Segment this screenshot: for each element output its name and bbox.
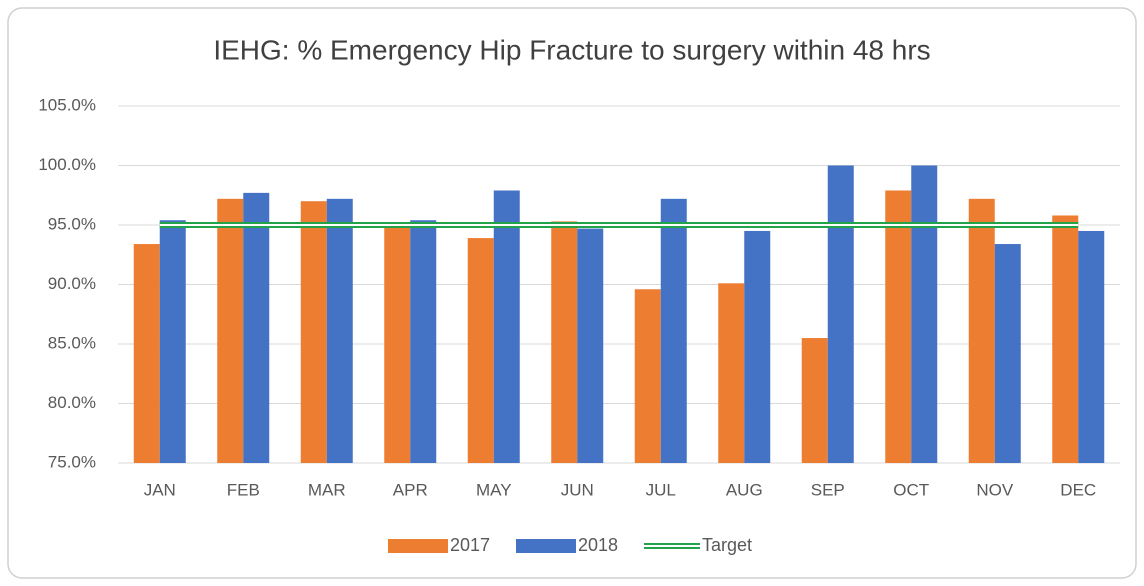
bar xyxy=(384,227,411,463)
bar xyxy=(744,230,771,463)
bar xyxy=(827,165,854,463)
x-tick-label: DEC xyxy=(1060,480,1096,499)
bar xyxy=(551,221,578,463)
bar xyxy=(326,198,353,463)
bar xyxy=(801,338,828,463)
bar xyxy=(159,220,186,463)
x-tick-label: SEP xyxy=(811,480,845,499)
y-tick-label: 105.0% xyxy=(38,95,96,114)
legend-label: Target xyxy=(702,535,752,555)
bar xyxy=(217,198,244,463)
bar xyxy=(493,190,520,464)
x-tick-label: JAN xyxy=(144,480,176,499)
y-tick-label: 85.0% xyxy=(48,333,96,352)
bar xyxy=(885,190,912,464)
y-tick-label: 95.0% xyxy=(48,214,96,233)
bar xyxy=(133,244,160,463)
bar xyxy=(718,283,745,463)
chart-title: IEHG: % Emergency Hip Fracture to surger… xyxy=(213,34,930,65)
y-tick-label: 90.0% xyxy=(48,274,96,293)
legend-swatch xyxy=(516,539,576,553)
bar xyxy=(467,238,494,463)
bar xyxy=(634,289,661,463)
bar xyxy=(968,198,995,463)
x-tick-label: FEB xyxy=(227,480,260,499)
x-tick-label: APR xyxy=(393,480,428,499)
y-tick-label: 75.0% xyxy=(48,452,96,471)
bar xyxy=(243,192,270,463)
bar xyxy=(1078,230,1105,463)
bar xyxy=(410,220,437,463)
legend-label: 2017 xyxy=(450,535,490,555)
x-tick-label: AUG xyxy=(726,480,763,499)
x-tick-label: MAR xyxy=(308,480,346,499)
x-tick-label: MAY xyxy=(476,480,512,499)
y-tick-label: 80.0% xyxy=(48,393,96,412)
x-tick-label: OCT xyxy=(893,480,929,499)
bar xyxy=(1052,215,1079,463)
x-tick-label: JUN xyxy=(561,480,594,499)
x-tick-label: NOV xyxy=(976,480,1014,499)
bar xyxy=(660,198,687,463)
legend-swatch xyxy=(388,539,448,553)
bar xyxy=(911,165,938,463)
y-tick-label: 100.0% xyxy=(38,155,96,174)
legend-label: 2018 xyxy=(578,535,618,555)
bar xyxy=(994,244,1021,463)
bar xyxy=(300,201,327,463)
x-tick-label: JUL xyxy=(646,480,676,499)
bar xyxy=(577,228,604,463)
